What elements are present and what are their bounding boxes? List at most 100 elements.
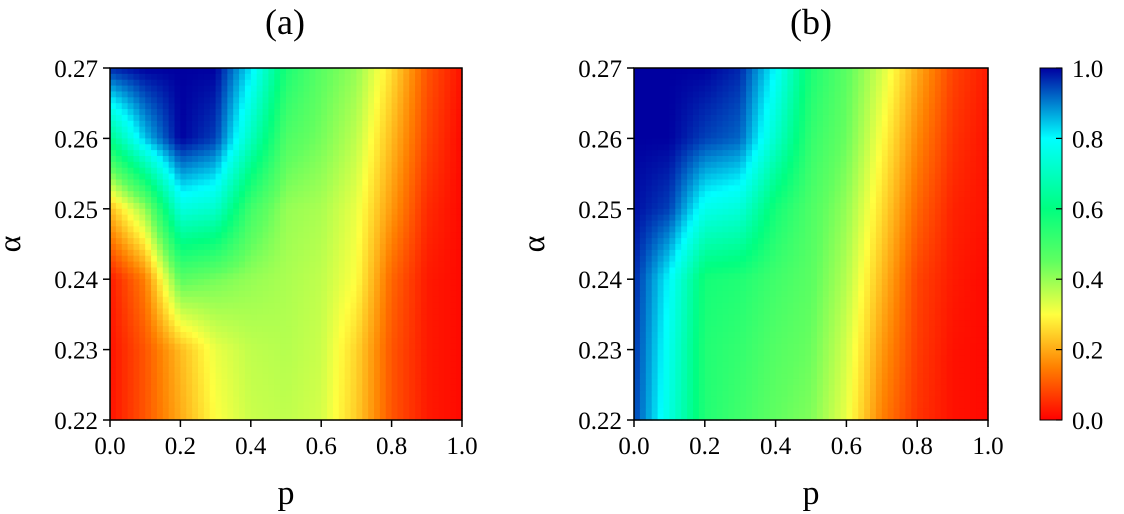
heatmap-cell — [858, 120, 865, 128]
heatmap-cell — [982, 161, 989, 169]
heatmap-cell — [970, 91, 977, 98]
heatmap-cell — [426, 408, 434, 415]
heatmap-cell — [663, 161, 670, 169]
heatmap-cell — [852, 120, 859, 128]
heatmap-cell — [244, 197, 252, 204]
heatmap-cell — [846, 97, 853, 104]
heatmap-cell — [209, 220, 217, 227]
heatmap-cell — [256, 109, 264, 116]
heatmap-cell — [291, 103, 299, 110]
heatmap-cell — [297, 179, 305, 186]
heatmap-cell — [110, 285, 117, 292]
heatmap-cell — [374, 202, 381, 210]
heatmap-cell — [156, 308, 164, 315]
heatmap-cell — [221, 68, 228, 75]
heatmap-cell — [274, 261, 281, 269]
heatmap-cell — [734, 97, 741, 104]
heatmap-cell — [763, 132, 771, 139]
heatmap-cell — [139, 132, 146, 139]
heatmap-cell — [757, 161, 765, 169]
x-tick-label: 0.4 — [235, 433, 267, 460]
heatmap-cell — [244, 408, 252, 415]
heatmap-cell — [970, 161, 977, 169]
heatmap-cell — [368, 378, 375, 386]
heatmap-cell — [309, 314, 316, 321]
heatmap-cell — [244, 161, 252, 169]
heatmap-cell — [198, 103, 205, 110]
heatmap-cell — [121, 408, 129, 415]
heatmap-cell — [180, 396, 187, 403]
heatmap-cell — [203, 308, 211, 315]
heatmap-cell — [115, 138, 123, 145]
heatmap-cell — [976, 103, 983, 110]
heatmap-cell — [403, 138, 410, 145]
heatmap-cell — [391, 249, 399, 257]
heatmap-cell — [315, 408, 322, 415]
heatmap-cell — [121, 103, 129, 110]
heatmap-cell — [221, 79, 228, 87]
heatmap-cell — [286, 261, 293, 269]
heatmap-cell — [734, 191, 741, 198]
heatmap-cell — [362, 261, 369, 269]
heatmap-cell — [192, 414, 199, 421]
heatmap-cell — [139, 402, 146, 409]
heatmap-cell — [139, 144, 146, 151]
heatmap-cell — [687, 120, 694, 128]
heatmap-cell — [781, 197, 788, 204]
heatmap-cell — [256, 320, 264, 327]
heatmap-cell — [946, 68, 954, 75]
heatmap-cell — [929, 191, 936, 198]
heatmap-cell — [233, 132, 240, 139]
heatmap-cell — [239, 208, 246, 216]
heatmap-cell — [964, 103, 971, 110]
heatmap-cell — [110, 138, 117, 145]
heatmap-cell — [268, 202, 275, 210]
heatmap-cell — [309, 408, 316, 415]
heatmap-cell — [391, 214, 399, 222]
heatmap-cell — [186, 167, 193, 175]
heatmap-cell — [332, 156, 340, 163]
heatmap-cell — [397, 267, 404, 274]
heatmap-cell — [799, 103, 806, 110]
y-tick-label: 0.26 — [54, 126, 98, 153]
heatmap-cell — [368, 68, 375, 75]
heatmap-cell — [444, 167, 451, 175]
heatmap-cell — [133, 103, 140, 110]
heatmap-cell — [740, 150, 747, 157]
heatmap-cell — [864, 91, 871, 98]
heatmap-cell — [828, 138, 836, 145]
heatmap-cell — [121, 91, 129, 98]
heatmap-cell — [952, 132, 960, 139]
heatmap-cell — [858, 156, 865, 163]
heatmap-cell — [722, 120, 729, 128]
heatmap-cell — [162, 384, 170, 392]
heatmap-cell — [456, 408, 463, 415]
heatmap-cell — [256, 367, 264, 374]
heatmap-cell — [982, 126, 989, 134]
heatmap-cell — [858, 173, 865, 181]
heatmap-cell — [174, 120, 181, 128]
heatmap-cell — [444, 91, 451, 98]
heatmap-cell — [332, 296, 340, 304]
heatmap-cell — [698, 167, 706, 175]
heatmap-cell — [940, 179, 948, 186]
heatmap-cell — [115, 361, 123, 368]
heatmap-cell — [227, 214, 234, 222]
heatmap-cell — [409, 179, 416, 186]
heatmap-cell — [315, 290, 322, 298]
heatmap-cell — [634, 97, 641, 104]
heatmap-cell — [280, 173, 287, 181]
heatmap-cell — [870, 197, 877, 204]
heatmap-cell — [403, 308, 410, 315]
heatmap-cell — [634, 79, 641, 87]
heatmap-cell — [409, 173, 416, 181]
heatmap-cell — [268, 261, 275, 269]
heatmap-cell — [432, 120, 440, 128]
heatmap-cell — [297, 414, 305, 421]
heatmap-cell — [250, 367, 258, 374]
heatmap-cell — [321, 349, 328, 357]
heatmap-cell — [286, 326, 293, 333]
heatmap-cell — [309, 208, 316, 216]
heatmap-cell — [262, 378, 269, 386]
heatmap-cell — [350, 332, 357, 339]
